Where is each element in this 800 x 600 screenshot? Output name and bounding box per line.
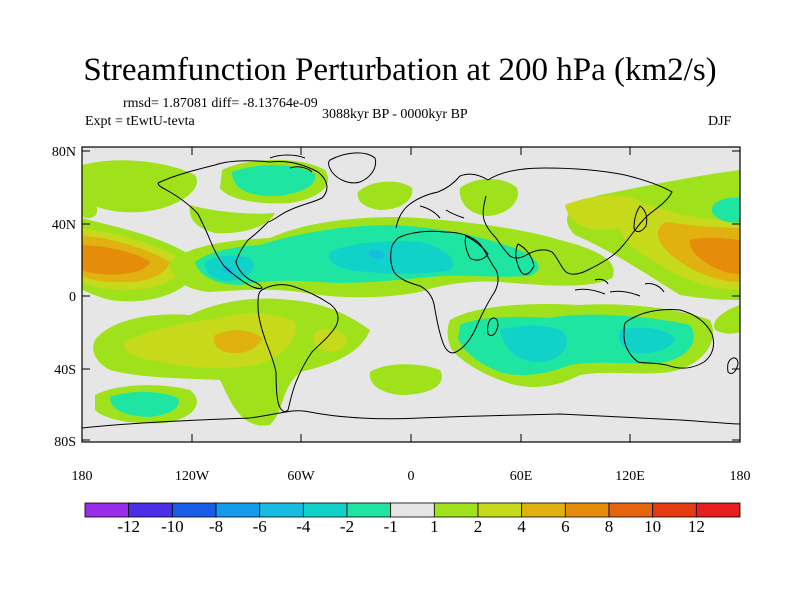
coastline-madagascar — [487, 317, 499, 337]
y-label: 0 — [69, 290, 76, 305]
x-label: 120W — [175, 469, 210, 484]
colorbar-swatch — [564, 502, 610, 518]
contour-orange — [213, 330, 262, 354]
y-axis-labels: 80N 40N 0 40S 80S — [52, 145, 76, 450]
colorbar — [84, 502, 741, 518]
contour-dark-orange — [82, 245, 150, 275]
colorbar-label: 10 — [644, 517, 661, 536]
coastline-india — [515, 243, 535, 275]
colorbar-swatch — [477, 502, 523, 518]
contour-light-green — [369, 364, 442, 395]
period-text: 3088kyr BP - 0000kyr BP — [322, 107, 468, 122]
colorbar-swatch — [652, 502, 697, 518]
coastline-south-america — [257, 284, 339, 413]
coastline-australia — [623, 309, 715, 369]
contour-field — [82, 159, 740, 426]
colorbar-label: -12 — [117, 517, 140, 536]
contour-cyan — [232, 165, 316, 196]
x-label: 60E — [510, 469, 533, 484]
contour-yellow — [313, 328, 348, 352]
contour-yellow — [565, 195, 642, 230]
colorbar-label: -8 — [209, 517, 223, 536]
coastline-africa — [390, 230, 499, 354]
y-label: 40N — [52, 218, 76, 233]
colorbar-label: -6 — [253, 517, 267, 536]
y-label: 80N — [52, 145, 76, 160]
x-axis-labels: 180 120W 60W 0 60E 120E 180 — [72, 469, 751, 484]
stats-text: rmsd= 1.87081 diff= -8.13764e-09 — [123, 96, 318, 111]
coastline-arctic-islands — [269, 154, 313, 173]
contour-light-green — [357, 181, 413, 210]
contour-cyan — [110, 391, 179, 417]
x-label: 120E — [615, 469, 645, 484]
colorbar-label: 2 — [474, 517, 483, 536]
coastline-antarctica — [82, 410, 740, 429]
colorbar-swatch — [390, 502, 435, 518]
coastline-new-zealand — [727, 357, 739, 375]
colorbar-label: -1 — [384, 517, 398, 536]
y-label: 40S — [54, 363, 76, 378]
colorbar-swatch — [259, 502, 304, 518]
colorbar-swatch — [433, 502, 479, 518]
colorbar-swatch — [128, 502, 173, 518]
coastline-greenland — [328, 152, 377, 184]
coastline-asia — [482, 167, 673, 275]
x-label: 0 — [408, 469, 415, 484]
contour-light-green — [459, 179, 519, 216]
contour-light-green — [189, 205, 275, 234]
contour-aqua — [500, 325, 568, 362]
coastline-arabia — [464, 235, 489, 261]
coastlines — [82, 152, 740, 429]
season-text: DJF — [708, 114, 732, 129]
colorbar-swatch — [171, 502, 217, 518]
colorbar-label: 6 — [561, 517, 570, 536]
contour-light-green — [714, 305, 740, 334]
colorbar-label: 8 — [605, 517, 614, 536]
x-label: 60W — [287, 469, 315, 484]
colorbar-swatch — [521, 502, 566, 518]
contour-yellow — [124, 313, 296, 368]
colorbar-swatch — [346, 502, 392, 518]
colorbar-swatch — [608, 502, 654, 518]
x-ticks — [81, 147, 741, 442]
colorbar-swatch — [215, 502, 261, 518]
colorbar-swatch — [84, 502, 130, 518]
colorbar-swatch — [302, 502, 348, 518]
experiment-text: Expt = tEwtU-tevta — [85, 114, 195, 129]
contour-light-green — [82, 198, 98, 219]
colorbar-label: -2 — [340, 517, 354, 536]
y-ticks — [82, 150, 740, 441]
colorbar-swatch — [695, 502, 741, 518]
colorbar-label: -10 — [161, 517, 184, 536]
contour-dark-orange — [689, 237, 740, 274]
contour-cyan — [711, 197, 740, 223]
colorbar-label: -4 — [296, 517, 311, 536]
map-title: Streamfunction Perturbation at 200 hPa (… — [83, 52, 717, 88]
x-label: 180 — [72, 469, 93, 484]
x-label: 180 — [730, 469, 751, 484]
colorbar-labels: -12 -10 -8 -6 -4 -2 -1 1 2 4 6 8 10 12 — [117, 517, 704, 536]
coastline-europe — [395, 173, 489, 229]
colorbar-label: 12 — [688, 517, 705, 536]
coastline-north-america — [157, 160, 328, 289]
contour-teal — [368, 250, 385, 260]
contour-light-green — [82, 160, 197, 213]
coastline-japan — [633, 205, 648, 233]
y-label: 80S — [54, 435, 76, 450]
colorbar-label: 4 — [517, 517, 526, 536]
coastline-indonesia — [574, 278, 665, 297]
colorbar-label: 1 — [430, 517, 439, 536]
contour-aqua — [618, 327, 675, 354]
